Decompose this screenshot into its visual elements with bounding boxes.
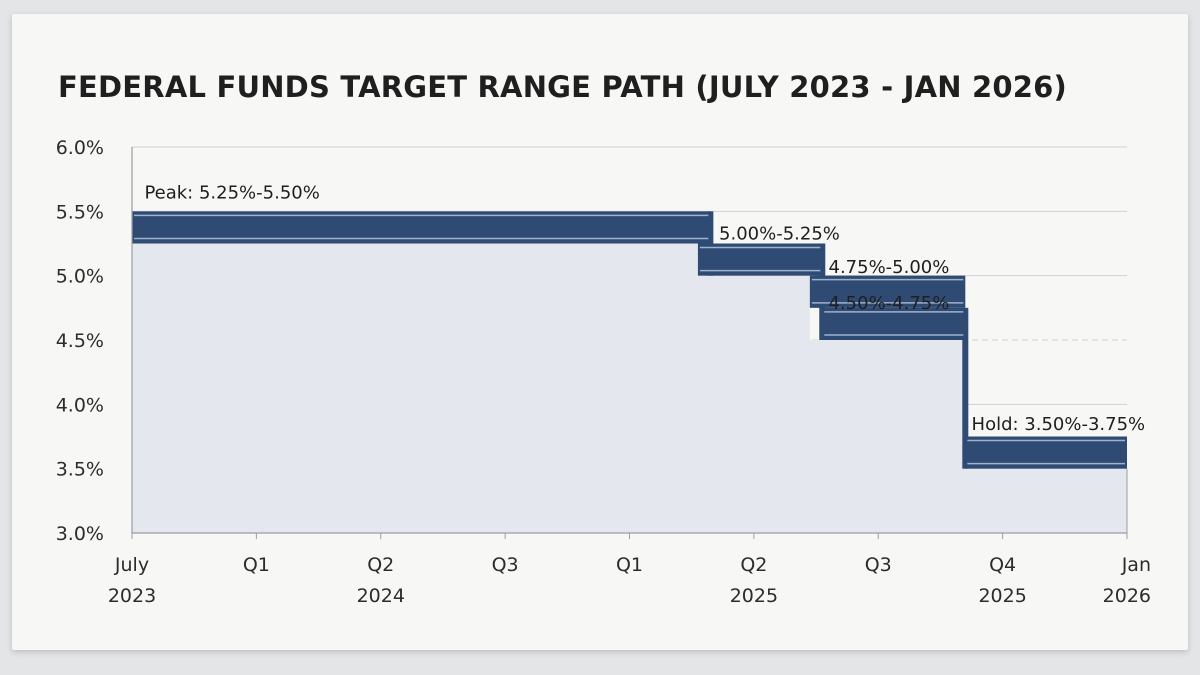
x-tick-label-2: Q2 xyxy=(367,554,394,576)
y-tick-label-4: 4.0% xyxy=(56,394,104,416)
x-tick-year-8: 2026 xyxy=(1103,585,1151,607)
chart-title: FEDERAL FUNDS TARGET RANGE PATH (JULY 20… xyxy=(58,70,1067,104)
y-tick-label-6: 3.0% xyxy=(56,523,104,545)
y-tick-label-0: 6.0% xyxy=(56,137,104,159)
annotation-3: 4.50%-4.75% xyxy=(829,293,950,314)
annotation-4: Hold: 3.50%-3.75% xyxy=(972,414,1146,435)
x-tick-year-2: 2024 xyxy=(357,585,405,607)
x-tick-label-8: Jan xyxy=(1121,554,1151,576)
x-tick-year-0: 2023 xyxy=(108,585,156,607)
x-tick-label-1: Q1 xyxy=(243,554,270,576)
x-tick-year-7: 2025 xyxy=(978,585,1026,607)
y-tick-label-5: 3.5% xyxy=(56,459,104,481)
y-tick-label-2: 5.0% xyxy=(56,266,104,288)
annotation-2: 4.75%-5.00% xyxy=(829,257,950,278)
x-tick-label-6: Q3 xyxy=(865,554,892,576)
annotation-0: Peak: 5.25%-5.50% xyxy=(144,182,319,203)
y-tick-label-3: 4.5% xyxy=(56,330,104,352)
x-tick-year-5: 2025 xyxy=(730,585,778,607)
x-tick-label-3: Q3 xyxy=(492,554,519,576)
x-tick-label-0: July xyxy=(114,554,149,576)
x-tick-label-5: Q2 xyxy=(740,554,767,576)
x-tick-label-7: Q4 xyxy=(989,554,1016,576)
area-fill xyxy=(132,243,1127,533)
step-connector-2 xyxy=(962,307,969,469)
annotation-1: 5.00%-5.25% xyxy=(719,224,840,245)
y-tick-label-1: 5.5% xyxy=(56,201,104,223)
x-tick-label-4: Q1 xyxy=(616,554,643,576)
